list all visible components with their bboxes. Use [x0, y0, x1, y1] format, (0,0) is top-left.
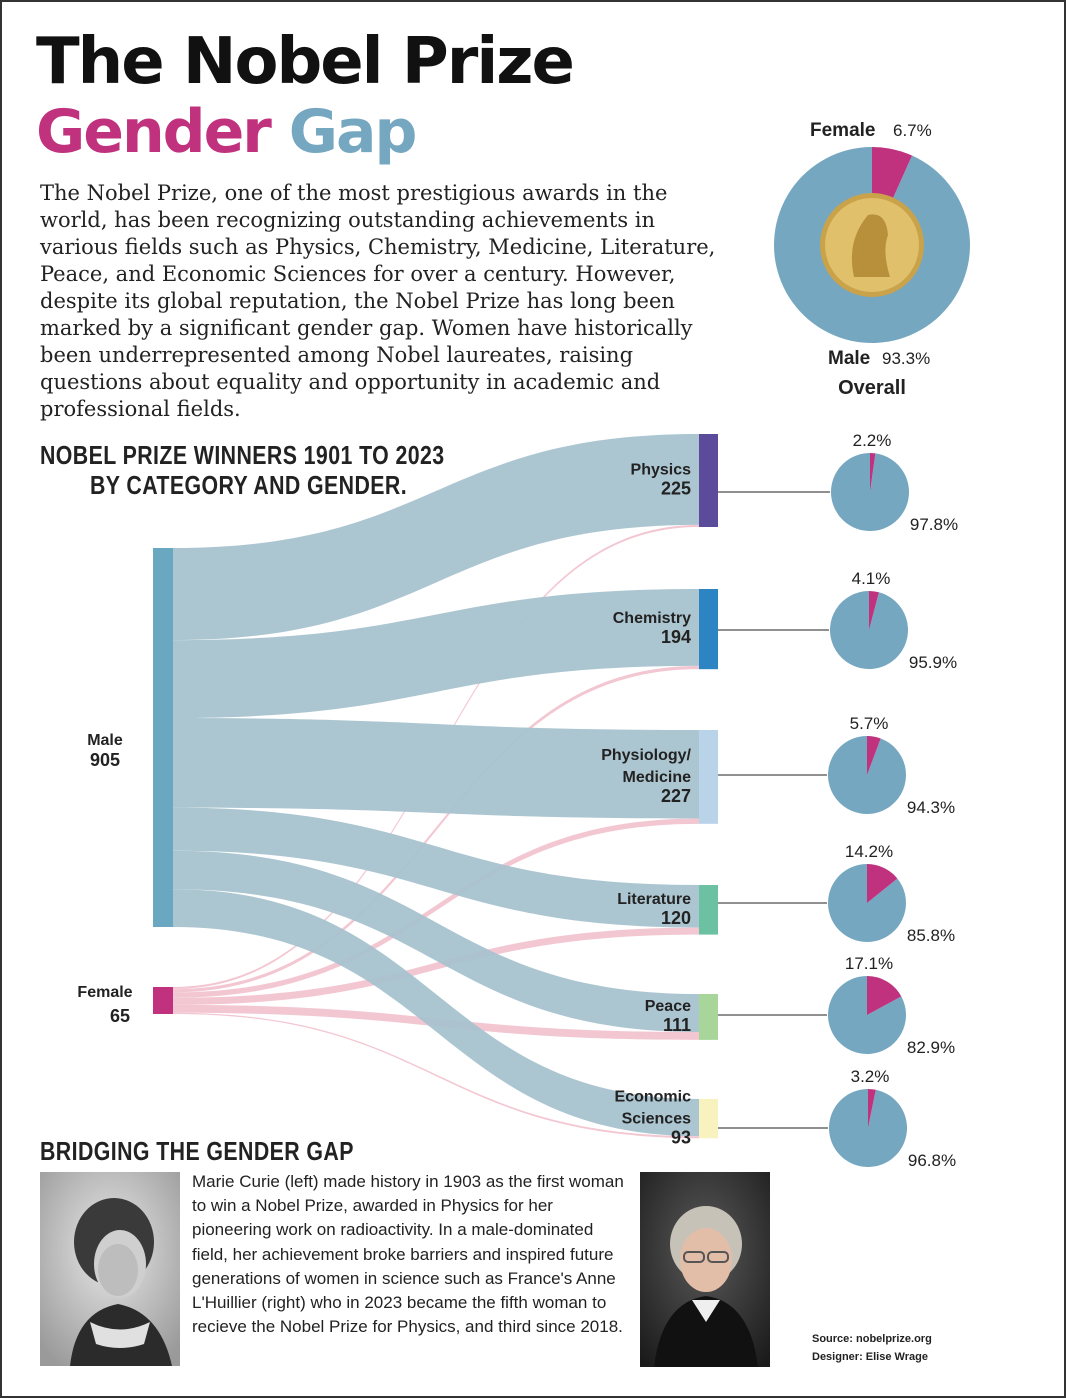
- sankey-flow-male-physics: [173, 434, 699, 641]
- sankey-value-physiology-medicine: 227: [661, 786, 691, 806]
- sankey-flow-male-economic-sciences: [173, 889, 699, 1137]
- credits: Source: nobelprize.org Designer: Elise W…: [812, 1330, 932, 1366]
- sankey-flow-female-physiology-medicine: [173, 818, 699, 998]
- sankey-label-peace: Peace: [645, 998, 691, 1015]
- sankey-value-literature: 120: [661, 908, 691, 928]
- sankey-label-chemistry: Chemistry: [613, 610, 691, 627]
- sankey-label-physics: Physics: [631, 462, 692, 479]
- medal-profile: [851, 214, 890, 277]
- sankey-node-physics: [699, 434, 718, 527]
- page-title: The Nobel Prize: [36, 25, 575, 99]
- sankey-flow-male-peace: [173, 850, 699, 1033]
- sankey-node-male: [153, 548, 173, 927]
- sankey-label-literature: Literature: [617, 891, 691, 908]
- pie-female-slice-physiology-medicine: [867, 736, 881, 775]
- sankey-node-physiology-medicine: [699, 730, 718, 824]
- marie-curie-photo: [40, 1172, 180, 1366]
- overall-female-value: 6.7%: [893, 121, 932, 140]
- pie-male-slice-physics: [831, 453, 909, 532]
- sankey-node-literature: [699, 885, 718, 935]
- title-word-gender: Gender: [36, 97, 272, 167]
- sankey-label-economic-sciences: Sciences: [622, 1111, 691, 1128]
- designer-credit: Designer: Elise Wrage: [812, 1351, 928, 1363]
- bridging-text: Marie Curie (left) made history in 1903 …: [192, 1172, 624, 1337]
- overall-male-value: 93.3%: [882, 349, 930, 368]
- pie-male-label-peace: 82.9%: [907, 1038, 955, 1057]
- source-credit: Source: nobelprize.org: [812, 1333, 932, 1345]
- sankey-label-female: Female: [77, 984, 132, 1001]
- pie-male-label-physiology-medicine: 94.3%: [907, 798, 955, 817]
- bridging-title: BRIDGING THE GENDER GAP: [40, 1136, 354, 1166]
- pie-male-slice-literature: [827, 864, 907, 943]
- intro-paragraph: The Nobel Prize, one of the most prestig…: [40, 181, 716, 421]
- sankey-value-physics: 225: [661, 479, 691, 499]
- pie-female-label-physiology-medicine: 5.7%: [850, 714, 889, 733]
- sankey-title-line2: BY CATEGORY AND GENDER.: [90, 470, 408, 500]
- pie-male-slice-chemistry: [830, 591, 909, 669]
- pie-female-label-physics: 2.2%: [853, 431, 892, 450]
- pie-male-label-chemistry: 95.9%: [909, 653, 957, 672]
- sankey-value-economic-sciences: 93: [671, 1128, 691, 1148]
- sankey-value-peace: 111: [663, 1015, 691, 1035]
- sankey-value-female: 65: [110, 1006, 130, 1026]
- overall-female-label: Female: [810, 120, 875, 141]
- sankey-label-physiology-medicine: Physiology/: [601, 747, 691, 764]
- pie-female-label-chemistry: 4.1%: [852, 569, 891, 588]
- pie-female-label-literature: 14.2%: [845, 842, 893, 861]
- pie-male-slice-physiology-medicine: [828, 736, 907, 814]
- pie-female-slice-chemistry: [869, 591, 879, 630]
- sankey-node-economic-sciences: [699, 1099, 718, 1139]
- sankey-flow-female-literature: [173, 927, 699, 1005]
- page-subtitle: Gender Gap: [36, 102, 417, 162]
- pie-female-label-peace: 17.1%: [845, 954, 893, 973]
- pie-female-slice-economic-sciences: [868, 1089, 876, 1128]
- pie-male-label-physics: 97.8%: [910, 515, 958, 534]
- sankey-flow-male-chemistry: [173, 589, 699, 719]
- pie-male-label-literature: 85.8%: [907, 926, 955, 945]
- sankey-label-physiology-medicine: Medicine: [623, 769, 692, 786]
- pie-female-label-economic-sciences: 3.2%: [851, 1067, 890, 1086]
- title-word-gap: Gap: [288, 97, 418, 167]
- sankey-flow-female-economic-sciences: [173, 1012, 699, 1139]
- sankey-value-male: 905: [90, 750, 120, 770]
- sankey-label-male: Male: [87, 732, 123, 749]
- anne-lhuillier-photo: [640, 1172, 770, 1367]
- overall-caption: Overall: [838, 377, 906, 399]
- sankey-title-line1: NOBEL PRIZE WINNERS 1901 TO 2023: [40, 440, 445, 470]
- sankey-flow-male-literature: [173, 807, 699, 928]
- pie-female-slice-literature: [867, 864, 898, 903]
- sankey-node-peace: [699, 994, 718, 1040]
- sankey-value-chemistry: 194: [661, 627, 691, 647]
- overall-male-label: Male: [828, 348, 870, 369]
- pie-male-label-economic-sciences: 96.8%: [908, 1151, 956, 1170]
- pie-male-slice-economic-sciences: [829, 1089, 908, 1168]
- sankey-flow-male-physiology-medicine: [173, 718, 699, 819]
- sankey-node-chemistry: [699, 589, 718, 670]
- pie-female-slice-peace: [867, 976, 902, 1015]
- sankey-flow-female-chemistry: [173, 665, 699, 993]
- sankey-node-female: [153, 987, 173, 1014]
- pie-female-slice-physics: [870, 453, 876, 492]
- sankey-label-economic-sciences: Economic: [615, 1089, 692, 1106]
